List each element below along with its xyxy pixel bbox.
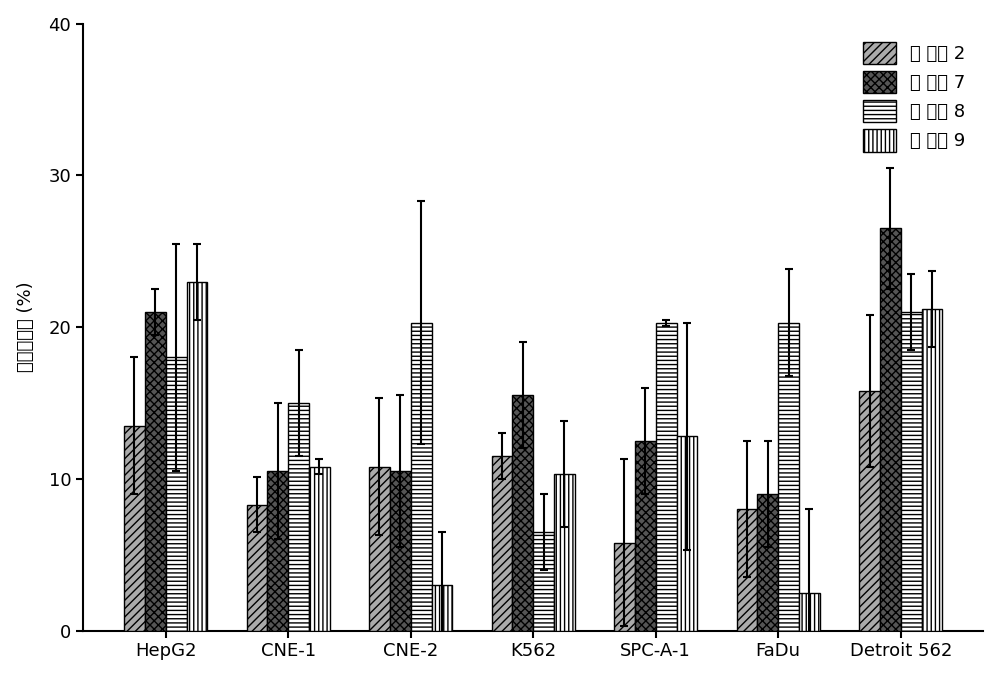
Bar <box>533 532 554 630</box>
Bar <box>267 471 288 630</box>
Bar <box>737 509 757 630</box>
Bar <box>309 466 330 630</box>
Bar <box>656 322 677 630</box>
Y-axis label: 生长抑制率 (%): 生长抑制率 (%) <box>17 282 35 372</box>
Bar <box>432 585 452 630</box>
Bar <box>124 426 145 630</box>
Bar <box>614 542 635 630</box>
Bar <box>757 494 778 630</box>
Bar <box>799 592 820 630</box>
Bar <box>635 441 656 630</box>
Bar <box>778 322 799 630</box>
Bar <box>187 282 207 630</box>
Bar <box>166 357 187 630</box>
Bar <box>859 391 880 630</box>
Bar <box>411 322 432 630</box>
Bar <box>492 456 512 630</box>
Bar <box>677 437 697 630</box>
Bar <box>390 471 411 630</box>
Bar <box>554 475 575 630</box>
Bar <box>247 504 267 630</box>
Bar <box>145 312 166 630</box>
Bar <box>512 395 533 630</box>
Legend: 化 合物 2, 化 合物 7, 化 合物 8, 化 合物 9: 化 合物 2, 化 合物 7, 化 合物 8, 化 合物 9 <box>854 32 974 160</box>
Bar <box>288 403 309 630</box>
Bar <box>369 466 390 630</box>
Bar <box>901 312 922 630</box>
Bar <box>880 228 901 630</box>
Bar <box>922 309 942 630</box>
